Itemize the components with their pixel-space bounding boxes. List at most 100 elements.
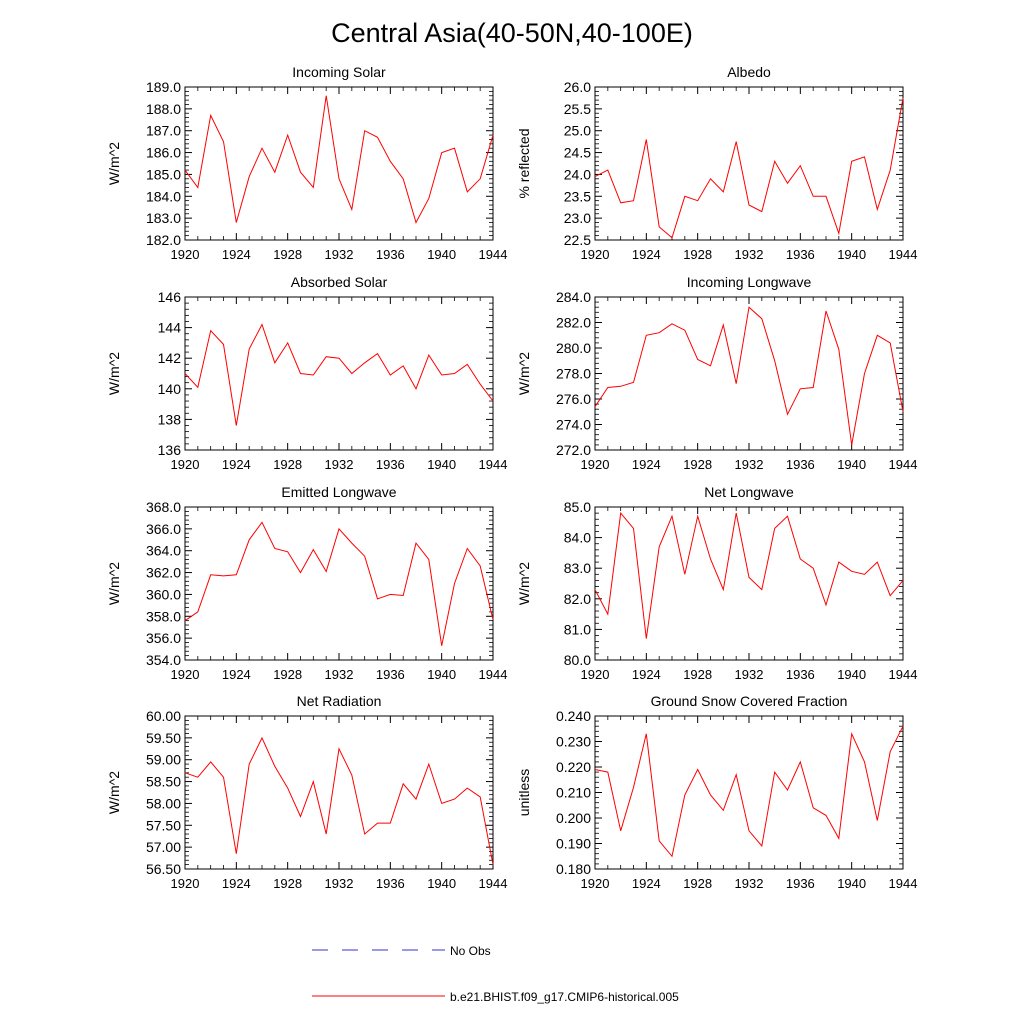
x-tick-label: 1920	[581, 457, 610, 472]
x-tick-label: 1944	[889, 876, 918, 891]
y-tick-label: 138	[158, 411, 182, 427]
chart-panel-1: Albedo % reflected 1920 1924 1928 1932 1936 194…	[516, 64, 917, 262]
x-tick-label: 1928	[273, 876, 302, 891]
y-tick-label: 0.210	[556, 785, 591, 801]
x-tick-label: 1944	[889, 457, 918, 472]
y-tick-label: 282.0	[556, 315, 591, 331]
x-tick-label: 1924	[222, 247, 251, 262]
y-tick-label: 0.180	[556, 861, 591, 877]
y-tick-label: 25.0	[564, 123, 591, 139]
y-tick-label: 23.5	[564, 188, 591, 204]
y-tick-label: 354.0	[146, 652, 181, 668]
x-tick-label: 1940	[837, 876, 866, 891]
x-tick-label: 1928	[273, 457, 302, 472]
x-tick-label: 1932	[325, 457, 354, 472]
y-tick-label: 184.0	[146, 188, 181, 204]
y-tick-label: 140	[158, 381, 182, 397]
x-tick-label: 1936	[376, 457, 405, 472]
x-tick-label: 1932	[735, 876, 764, 891]
panel-title: Incoming Solar	[292, 64, 386, 80]
x-tick-label: 1932	[325, 876, 354, 891]
y-axis-label: W/m^2	[516, 352, 532, 395]
x-tick-label: 1932	[735, 667, 764, 682]
y-tick-label: 186.0	[146, 145, 181, 161]
x-tick-label: 1924	[222, 667, 251, 682]
x-tick-label: 1936	[786, 247, 815, 262]
panels: Incoming Solar W/m^2 1920 1924 1928 1932 1936 1…	[106, 64, 917, 891]
y-tick-label: 57.00	[146, 839, 181, 855]
x-tick-label: 1936	[376, 247, 405, 262]
y-tick-label: 24.0	[564, 166, 591, 182]
plot-frame	[184, 715, 494, 870]
y-tick-label: 59.50	[146, 730, 181, 746]
y-tick-label: 189.0	[146, 79, 181, 95]
panel-title: Albedo	[727, 64, 771, 80]
figure-title: Central Asia(40-50N,40-100E)	[331, 18, 693, 48]
y-tick-label: 280.0	[556, 340, 591, 356]
y-tick-label: 82.0	[564, 591, 591, 607]
y-tick-label: 144	[158, 320, 182, 336]
legend-model-label: b.e21.BHIST.f09_g17.CMIP6-historical.005	[450, 990, 679, 1004]
x-tick-label: 1944	[479, 876, 508, 891]
x-tick-label: 1932	[325, 247, 354, 262]
y-tick-label: 182.0	[146, 232, 181, 248]
x-tick-label: 1920	[581, 667, 610, 682]
y-tick-label: 142	[158, 350, 182, 366]
chart-panel-6: Net Radiation W/m^2 1920 1924 1928 1932 1936 19…	[106, 693, 507, 891]
x-tick-label: 1944	[479, 667, 508, 682]
x-tick-label: 1936	[786, 876, 815, 891]
x-tick-label: 1924	[222, 457, 251, 472]
y-tick-label: 0.200	[556, 810, 591, 826]
y-axis-label: unitless	[516, 769, 532, 816]
y-tick-label: 57.50	[146, 817, 181, 833]
x-tick-label: 1944	[479, 247, 508, 262]
x-tick-label: 1924	[632, 876, 661, 891]
y-tick-label: 0.230	[556, 734, 591, 750]
y-axis-label: W/m^2	[106, 142, 122, 185]
y-tick-label: 136	[158, 442, 182, 458]
panel-title: Incoming Longwave	[687, 274, 812, 290]
x-tick-label: 1940	[427, 876, 456, 891]
series-line	[594, 306, 904, 445]
series-line	[184, 736, 494, 865]
y-tick-label: 80.0	[564, 652, 591, 668]
plot-frame	[594, 715, 904, 870]
x-tick-label: 1920	[171, 667, 200, 682]
x-tick-label: 1940	[837, 247, 866, 262]
series-line	[184, 323, 494, 426]
panel-title: Ground Snow Covered Fraction	[651, 693, 848, 709]
series-line	[594, 725, 904, 858]
y-tick-label: 187.0	[146, 123, 181, 139]
y-tick-label: 24.5	[564, 145, 591, 161]
x-tick-label: 1936	[376, 667, 405, 682]
x-tick-label: 1920	[171, 247, 200, 262]
series-line	[594, 511, 904, 639]
panel-title: Emitted Longwave	[281, 484, 396, 500]
x-tick-label: 1932	[325, 667, 354, 682]
y-axis-label: W/m^2	[106, 562, 122, 605]
chart-panel-4: Emitted Longwave W/m^2 1920 1924 1928 1932 193…	[106, 484, 507, 682]
y-tick-label: 360.0	[146, 586, 181, 602]
y-tick-label: 26.0	[564, 79, 591, 95]
y-tick-label: 284.0	[556, 289, 591, 305]
y-tick-label: 22.5	[564, 232, 591, 248]
chart-panel-0: Incoming Solar W/m^2 1920 1924 1928 1932 1936 1…	[106, 64, 507, 262]
y-tick-label: 368.0	[146, 499, 181, 515]
y-tick-label: 81.0	[564, 621, 591, 637]
y-tick-label: 276.0	[556, 391, 591, 407]
x-tick-label: 1928	[273, 667, 302, 682]
series-line	[184, 95, 494, 224]
y-axis-label: W/m^2	[106, 352, 122, 395]
panel-title: Net Radiation	[297, 693, 382, 709]
x-tick-label: 1932	[735, 457, 764, 472]
y-tick-label: 58.50	[146, 774, 181, 790]
x-tick-label: 1936	[376, 876, 405, 891]
chart-panel-3: Incoming Longwave W/m^2 1920 1924 1928 1932 19…	[516, 274, 917, 472]
y-tick-label: 85.0	[564, 499, 591, 515]
chart-panel-7: Ground Snow Covered Fraction unitless 1920…	[516, 693, 917, 891]
plot-frame	[184, 86, 494, 241]
y-tick-label: 84.0	[564, 530, 591, 546]
chart-panel-2: Absorbed Solar W/m^2 1920 1924 1928 1932 1936 1…	[106, 274, 507, 472]
y-tick-label: 59.00	[146, 752, 181, 768]
